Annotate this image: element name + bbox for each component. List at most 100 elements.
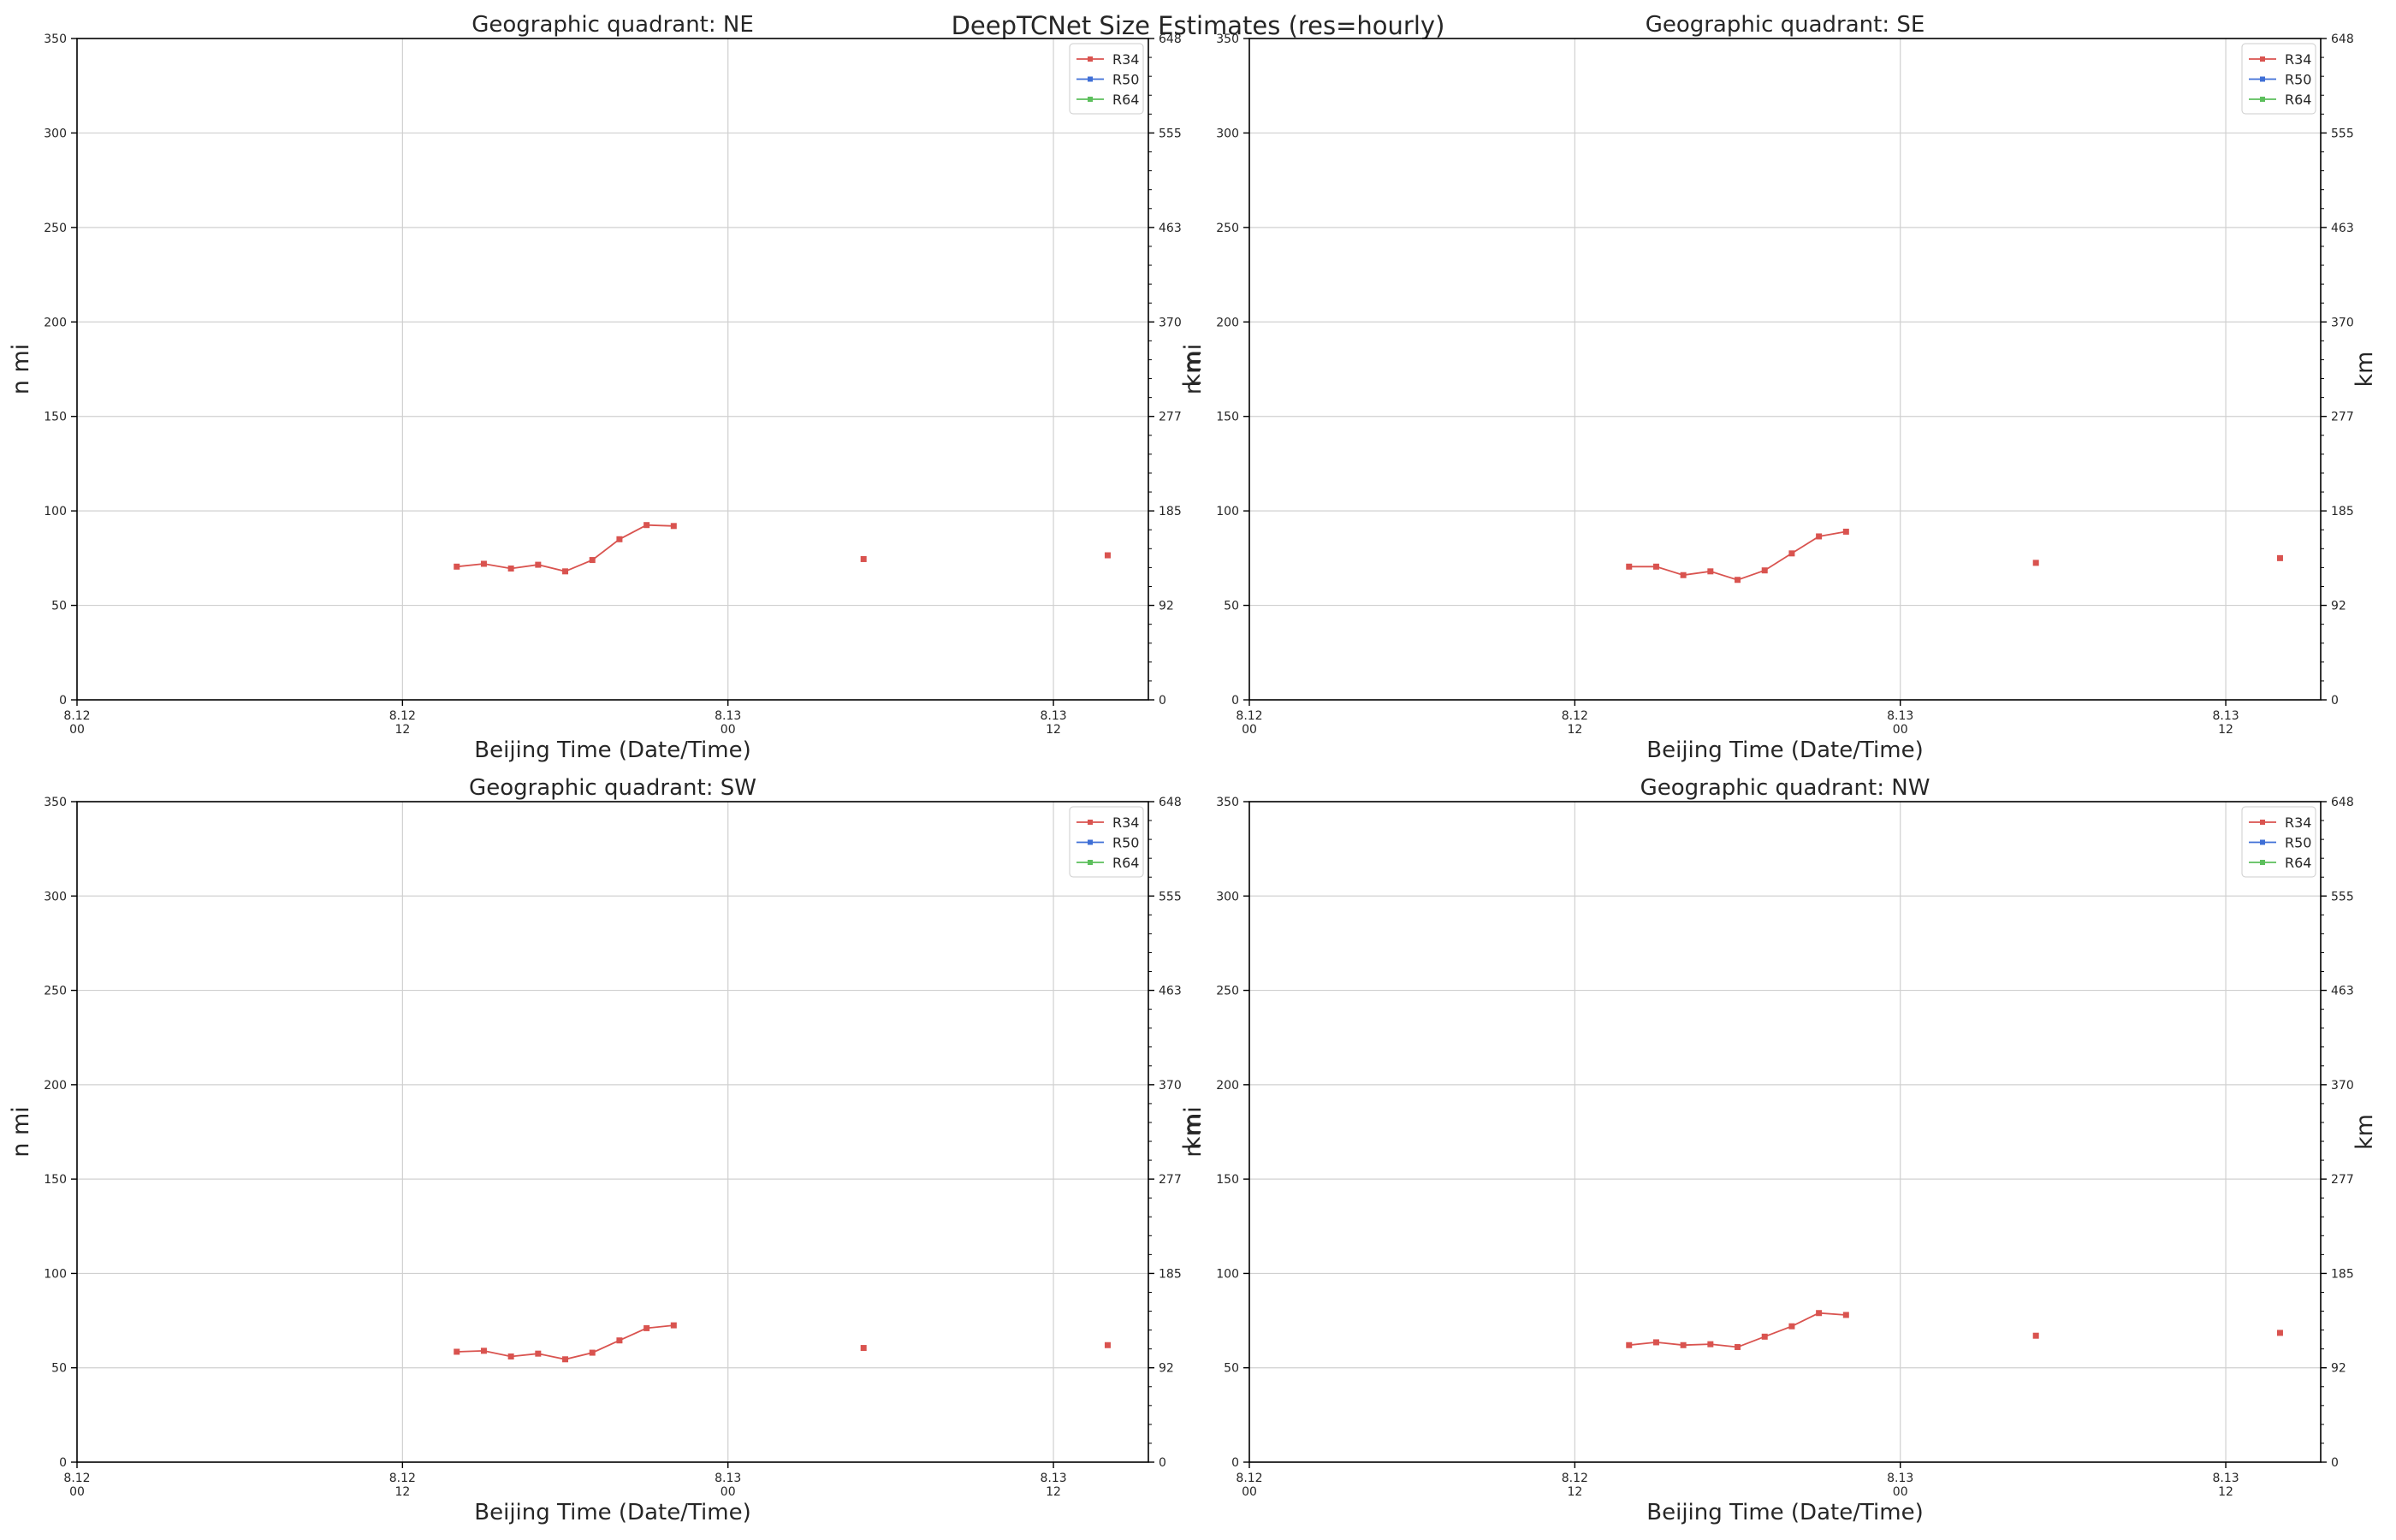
x-tick-label-time: 00 (721, 1485, 736, 1499)
data-point (480, 1348, 487, 1354)
x-tick-label-time: 00 (721, 723, 736, 737)
figure-title: DeepTCNet Size Estimates (res=hourly) (952, 11, 1445, 40)
grid (77, 38, 1148, 700)
y-tick-label-right: 277 (1159, 411, 1182, 424)
panel-se: Geographic quadrant: SE Beijing Time (Da… (1180, 12, 2378, 763)
data-point (2032, 1332, 2039, 1339)
data-point (1842, 1312, 1849, 1318)
x-tick-label-date: 8.12 (1562, 709, 1588, 723)
x-tick-label-date: 8.13 (2212, 1472, 2239, 1485)
y-tick-label-right: 92 (1159, 1362, 1174, 1376)
data-point (643, 522, 650, 529)
y-tick-label: 250 (1216, 222, 1239, 235)
legend-label: R64 (1112, 855, 1139, 871)
grid (1249, 802, 2321, 1462)
legend-label: R50 (1112, 835, 1139, 851)
y-tick-label-right: 648 (1159, 33, 1182, 46)
x-tick-label-date: 8.13 (1040, 709, 1066, 723)
data-point (2276, 554, 2283, 561)
data-point (589, 1349, 596, 1356)
data-point (2032, 560, 2039, 566)
x-tick-label-time: 00 (1893, 1485, 1908, 1499)
series-line (456, 524, 674, 572)
legend-label: R50 (2285, 72, 2311, 88)
x-tick-label-date: 8.13 (1887, 709, 1913, 723)
data-point (454, 1348, 460, 1355)
y-axis-label-right: km (1179, 352, 1206, 388)
x-tick-label-date: 8.13 (1887, 1472, 1913, 1485)
y-tick-label-right: 277 (2331, 1173, 2354, 1187)
x-axis-label: Beijing Time (Date/Time) (474, 1500, 750, 1525)
data-point (1816, 1310, 1823, 1317)
grid (1249, 38, 2321, 700)
x-tick-label-time: 00 (1242, 723, 1257, 737)
y-tick-label: 0 (59, 694, 67, 708)
y-tick-label-right: 370 (1159, 1079, 1182, 1093)
y-tick-label-right: 370 (2331, 316, 2354, 329)
legend-marker (1088, 860, 1093, 865)
data-point (860, 555, 867, 562)
y-tick-label-right: 0 (1159, 1456, 1166, 1470)
y-tick-label: 50 (51, 600, 67, 613)
y-tick-label: 350 (44, 796, 67, 809)
y-tick-label: 350 (1216, 796, 1239, 809)
data-point (1626, 563, 1633, 570)
y-tick-label: 0 (1231, 1456, 1239, 1470)
plot-frame (76, 38, 1149, 701)
legend-marker (2260, 860, 2265, 865)
y-tick-label: 200 (1216, 1079, 1239, 1093)
legend-label: R64 (1112, 92, 1139, 108)
y-tick-label-right: 555 (2331, 127, 2354, 140)
data-point (1816, 533, 1823, 540)
legend: R34 R50 R64 (1069, 43, 1144, 115)
x-tick-label-date: 8.13 (715, 1472, 741, 1485)
data-point (1788, 1323, 1795, 1330)
data-point (1626, 1342, 1633, 1348)
data-point (535, 1350, 542, 1357)
data-point (454, 563, 460, 570)
data-point (860, 1345, 867, 1352)
y-tick-label: 0 (1231, 694, 1239, 708)
y-tick-label: 350 (1216, 33, 1239, 46)
data-point (616, 1337, 623, 1344)
y-tick-label: 200 (1216, 316, 1239, 329)
y-tick-label: 250 (44, 985, 67, 998)
panel-title: Geographic quadrant: NE (471, 12, 754, 38)
y-axis-label-right: km (2352, 1114, 2378, 1150)
x-tick-label-time: 12 (1567, 1485, 1582, 1499)
plot-frame (1248, 38, 2322, 701)
legend-label: R34 (2285, 51, 2311, 68)
y-tick-label: 50 (51, 1362, 67, 1376)
y-tick-label: 300 (44, 890, 67, 903)
x-tick-label-date: 8.12 (389, 1472, 416, 1485)
x-tick-label-date: 8.12 (1562, 1472, 1588, 1485)
data-point (1842, 528, 1849, 535)
legend-marker (2260, 56, 2265, 62)
y-tick-label-right: 0 (2331, 1456, 2339, 1470)
y-tick-label-right: 648 (2331, 796, 2354, 809)
legend-marker (1088, 820, 1093, 825)
x-tick-label-time: 00 (69, 1485, 85, 1499)
series-r34 (454, 522, 1111, 575)
legend: R34 R50 R64 (1069, 806, 1144, 878)
y-tick-label: 250 (44, 222, 67, 235)
legend-label: R64 (2285, 92, 2311, 108)
data-point (670, 523, 677, 530)
x-tick-label-time: 12 (2218, 723, 2233, 737)
y-tick-label: 100 (44, 505, 67, 518)
panel-sw: Geographic quadrant: SW Beijing Time (Da… (8, 775, 1206, 1525)
y-tick-label: 300 (44, 127, 67, 140)
data-point (1735, 577, 1741, 583)
y-tick-label-right: 648 (1159, 796, 1182, 809)
series-r34 (1626, 1310, 2283, 1350)
data-point (562, 568, 569, 575)
legend-marker (2260, 76, 2265, 82)
data-point (1680, 572, 1687, 578)
data-point (507, 1353, 514, 1359)
data-point (1652, 563, 1659, 570)
plot-frame (1248, 801, 2322, 1463)
data-point (1680, 1342, 1687, 1348)
y-axis-label-right: km (1179, 1114, 1206, 1150)
y-tick-label-right: 463 (2331, 222, 2354, 235)
